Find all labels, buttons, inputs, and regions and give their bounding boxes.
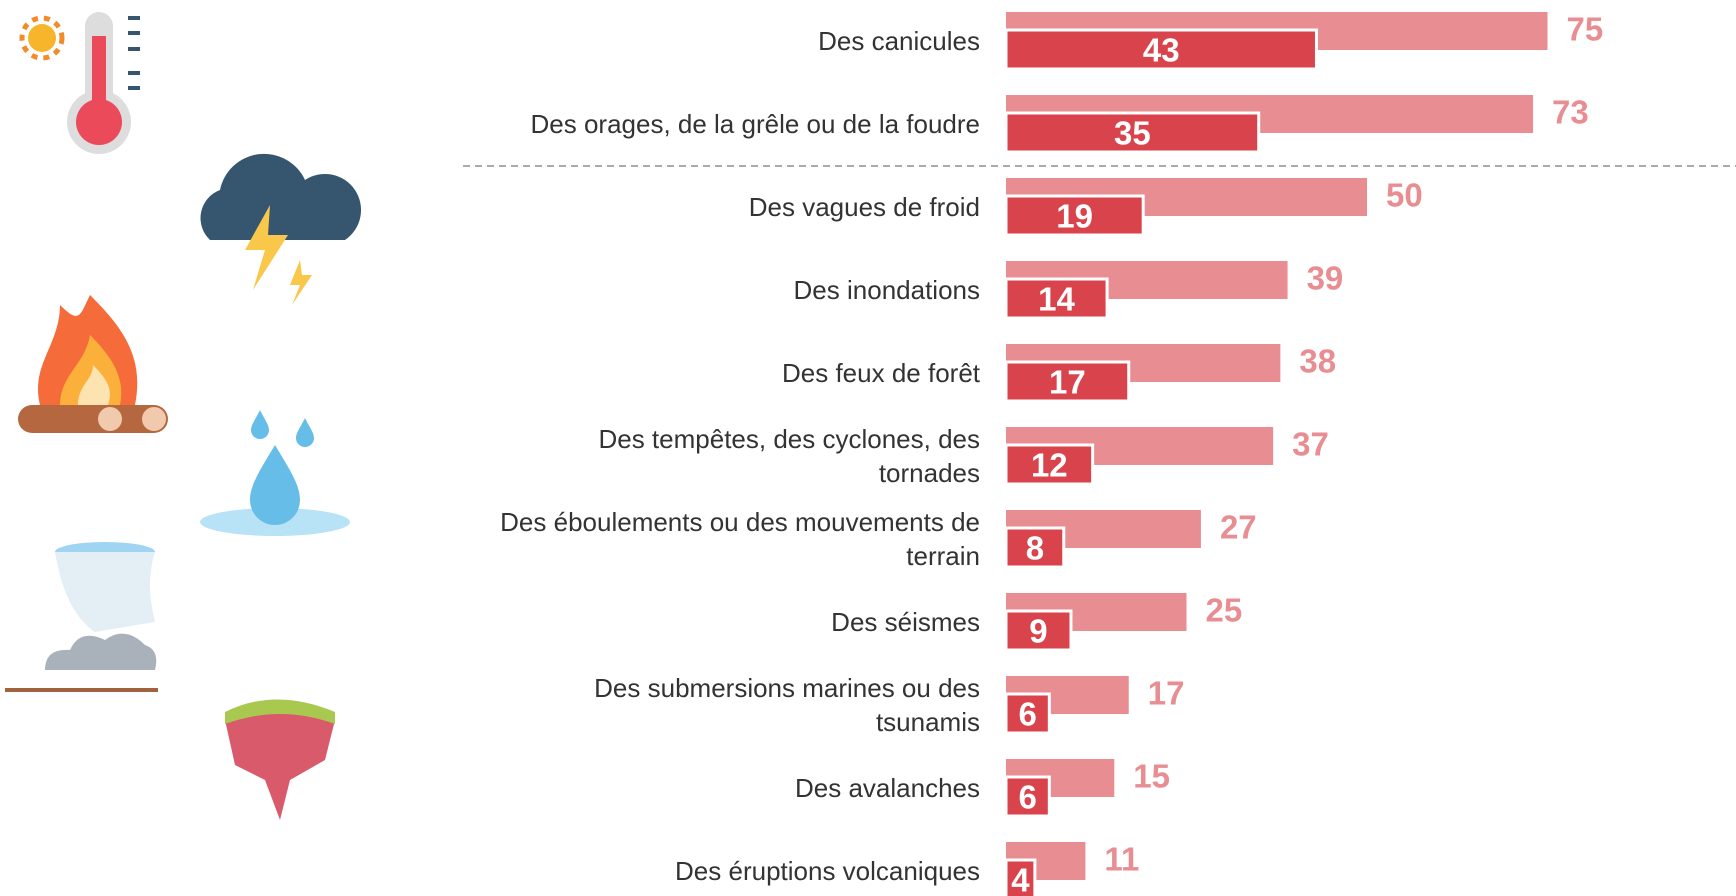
value-label-total: 15 [1133,758,1170,795]
value-label-subset: 12 [1031,447,1068,484]
category-label: Des éboulements ou des mouvements de ter… [500,507,980,571]
bar-subset [1004,858,1037,896]
bar-subset [1004,28,1318,71]
category-label: Des inondations [793,275,980,305]
bar-subset [1004,775,1051,818]
value-label-total: 37 [1292,426,1329,463]
category-label: Des orages, de la grêle ou de la foudre [530,109,980,139]
category-label: Des éruptions volcaniques [675,856,980,886]
value-label-total: 25 [1206,592,1243,629]
value-label-total: 11 [1104,841,1139,878]
value-label-subset: 8 [1026,530,1044,567]
bar-subset [1004,360,1131,403]
value-label-subset: 19 [1056,198,1093,235]
value-label-total: 50 [1386,177,1423,214]
value-label-subset: 35 [1114,115,1151,152]
bar-subset [1004,526,1066,569]
value-label-total: 75 [1567,11,1604,48]
value-label-total: 27 [1220,509,1257,546]
category-label: Des canicules [818,26,980,56]
value-label-subset: 43 [1143,32,1180,69]
bar-subset [1004,692,1051,735]
bar-subset [1004,277,1109,320]
value-label-subset: 6 [1018,696,1036,733]
category-label: Des avalanches [795,773,980,803]
value-label-total: 38 [1299,343,1336,380]
value-label-subset: 9 [1029,613,1047,650]
value-label-total: 17 [1148,675,1185,712]
value-label-subset: 4 [1011,862,1030,896]
value-label-subset: 17 [1049,364,1086,401]
value-label-subset: 14 [1038,281,1075,318]
bar-subset [1004,111,1261,154]
category-label: Des vagues de froid [748,192,980,222]
category-label: Des tempêtes, des cyclones, des tornades [598,424,980,488]
category-label: Des feux de forêt [782,358,980,388]
value-label-subset: 6 [1018,779,1036,816]
icons [5,12,362,820]
category-label: Des séismes [831,607,980,637]
bar-subset [1004,194,1145,237]
value-label-total: 39 [1307,260,1344,297]
bar-subset [1004,443,1095,486]
category-label: Des submersions marines ou des tsunamis [594,673,980,737]
value-label-total: 73 [1552,94,1589,131]
bar-subset [1004,609,1073,652]
